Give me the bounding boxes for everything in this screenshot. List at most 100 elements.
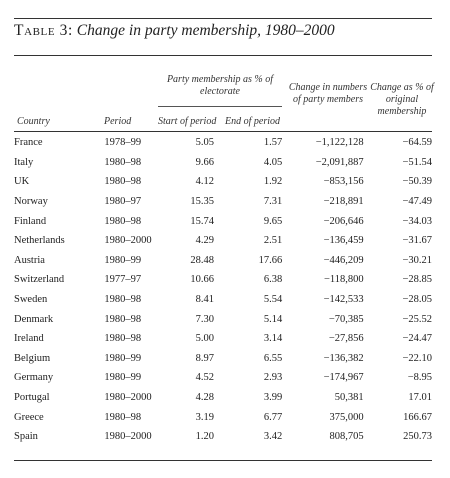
period-cell: 1980–98 xyxy=(104,313,142,325)
period-cell: 1978–99 xyxy=(104,137,142,149)
table-row: Denmark 1980–98 7.30 5.14 −70,385 −25.52 xyxy=(14,309,432,329)
pct-cell: 17.01 xyxy=(408,392,432,404)
country-cell: Italy xyxy=(14,156,34,168)
group-header: Party membership as % of electorate xyxy=(166,74,274,97)
start-header: Start of period xyxy=(158,116,217,127)
period-cell: 1980–99 xyxy=(104,372,142,384)
start-cell: 5.00 xyxy=(195,333,214,345)
period-cell: 1980–99 xyxy=(104,254,142,266)
start-cell: 4.52 xyxy=(195,372,214,384)
start-cell: 8.97 xyxy=(195,352,214,364)
end-cell: 6.38 xyxy=(263,274,283,286)
country-cell: Austria xyxy=(14,254,45,266)
change-cell: −206,646 xyxy=(323,215,364,227)
table-row: Italy 1980–98 9.66 4.05 −2,091,887 −51.54 xyxy=(14,153,432,173)
country-cell: Belgium xyxy=(14,352,51,364)
pct-cell: −50.39 xyxy=(402,176,432,188)
end-cell: 2.93 xyxy=(263,372,283,384)
period-header: Period xyxy=(104,116,132,127)
country-cell: Ireland xyxy=(14,333,44,345)
period-cell: 1980–97 xyxy=(104,196,142,208)
end-cell: 7.31 xyxy=(263,196,283,208)
period-cell: 1980–98 xyxy=(104,215,142,227)
period-cell: 1977–97 xyxy=(104,274,142,286)
pct-cell: 166.67 xyxy=(403,411,432,423)
bottom-rule xyxy=(14,460,432,461)
table-number: Table 3: xyxy=(14,22,73,39)
end-cell: 5.14 xyxy=(263,313,283,325)
end-cell: 17.66 xyxy=(258,254,283,266)
start-cell: 9.66 xyxy=(195,156,214,168)
change-cell: −27,856 xyxy=(328,333,364,345)
start-cell: 1.20 xyxy=(195,431,214,443)
country-cell: Finland xyxy=(14,215,47,227)
table-row: UK 1980–98 4.12 1.92 −853,156 −50.39 xyxy=(14,172,432,192)
pct-cell: −28.85 xyxy=(402,274,432,286)
period-cell: 1980–98 xyxy=(104,333,142,345)
start-cell: 15.74 xyxy=(190,215,214,227)
table-row: France 1978–99 5.05 1.57 −1,122,128 −64.59 xyxy=(14,133,432,153)
pct-cell: 250.73 xyxy=(403,431,432,443)
period-cell: 1980–2000 xyxy=(104,392,152,404)
group-header-rule xyxy=(158,106,282,107)
table-row: Norway 1980–97 15.35 7.31 −218,891 −47.49 xyxy=(14,192,432,212)
table-row: Sweden 1980–98 8.41 5.54 −142,533 −28.05 xyxy=(14,290,432,310)
country-header: Country xyxy=(17,116,50,127)
period-cell: 1980–98 xyxy=(104,176,142,188)
country-cell: Denmark xyxy=(14,313,54,325)
change-cell: −70,385 xyxy=(328,313,364,325)
start-cell: 5.05 xyxy=(195,137,214,149)
table-row: Spain 1980–2000 1.20 3.42 808,705 250.73 xyxy=(14,427,432,447)
pct-header: Change as % of original membership xyxy=(370,82,434,117)
change-cell: −218,891 xyxy=(323,196,364,208)
table-row: Finland 1980–98 15.74 9.65 −206,646 −34.03 xyxy=(14,211,432,231)
start-cell: 4.29 xyxy=(195,235,214,247)
pct-cell: −24.47 xyxy=(402,333,432,345)
period-cell: 1980–98 xyxy=(104,294,142,306)
change-cell: −446,209 xyxy=(323,254,364,266)
pct-cell: −30.21 xyxy=(402,254,432,266)
country-cell: Norway xyxy=(14,196,48,208)
start-cell: 7.30 xyxy=(195,313,214,325)
period-cell: 1980–2000 xyxy=(104,235,152,247)
change-cell: −136,382 xyxy=(323,352,364,364)
end-cell: 3.14 xyxy=(263,333,283,345)
period-cell: 1980–99 xyxy=(104,352,142,364)
start-cell: 28.48 xyxy=(190,254,214,266)
country-cell: Switzerland xyxy=(14,274,65,286)
country-cell: Greece xyxy=(14,411,44,423)
table-row: Portugal 1980–2000 4.28 3.99 50,381 17.01 xyxy=(14,388,432,408)
pct-cell: −28.05 xyxy=(402,294,432,306)
title-rule xyxy=(14,55,432,56)
pct-cell: −47.49 xyxy=(402,196,432,208)
pct-cell: −51.54 xyxy=(402,156,432,168)
pct-cell: −8.95 xyxy=(407,372,432,384)
change-header: Change in numbers of party members xyxy=(288,82,368,105)
end-cell: 3.99 xyxy=(263,392,283,404)
table-row: Belgium 1980–99 8.97 6.55 −136,382 −22.10 xyxy=(14,349,432,369)
pct-cell: −25.52 xyxy=(402,313,432,325)
end-cell: 1.57 xyxy=(263,137,283,149)
pct-cell: −34.03 xyxy=(402,215,432,227)
pct-cell: −31.67 xyxy=(402,235,432,247)
change-cell: −1,122,128 xyxy=(315,137,364,149)
start-cell: 4.28 xyxy=(195,392,214,404)
period-cell: 1980–98 xyxy=(104,156,142,168)
change-cell: 50,381 xyxy=(334,392,364,404)
table-caption: Change in party membership, 1980–2000 xyxy=(76,22,335,39)
start-cell: 3.19 xyxy=(195,411,214,423)
end-cell: 5.54 xyxy=(263,294,283,306)
start-cell: 10.66 xyxy=(190,274,214,286)
end-cell: 6.77 xyxy=(263,411,283,423)
end-cell: 6.55 xyxy=(263,352,283,364)
change-cell: 808,705 xyxy=(329,431,364,443)
end-cell: 2.51 xyxy=(263,235,283,247)
end-cell: 4.05 xyxy=(263,156,283,168)
change-cell: −853,156 xyxy=(323,176,364,188)
table-row: Greece 1980–98 3.19 6.77 375,000 166.67 xyxy=(14,407,432,427)
pct-cell: −22.10 xyxy=(402,352,432,364)
country-cell: Germany xyxy=(14,372,54,384)
header-rule xyxy=(14,131,432,132)
table-title: Table 3: Change in party membership, 198… xyxy=(14,22,335,40)
top-rule xyxy=(14,18,432,19)
